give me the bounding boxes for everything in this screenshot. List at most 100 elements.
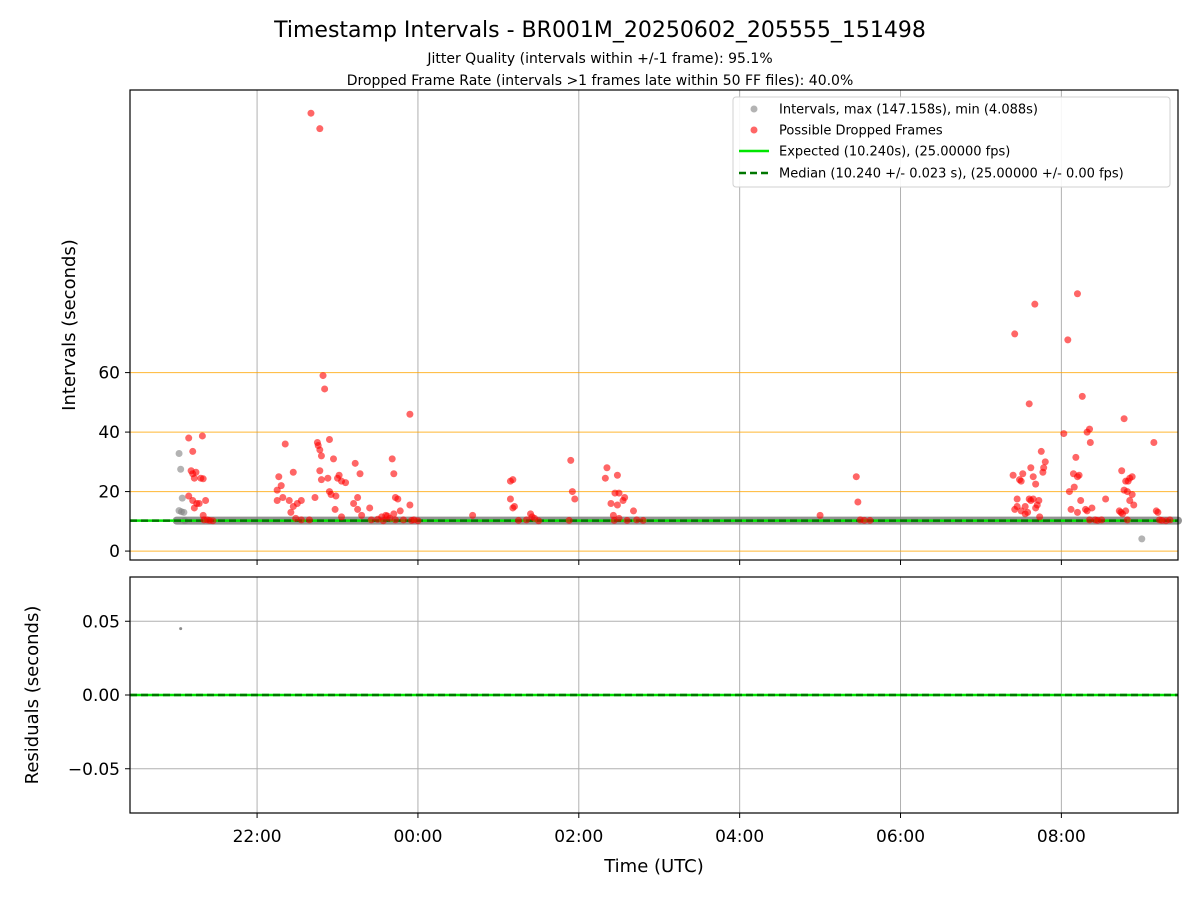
dropped-frame-point: [406, 501, 414, 509]
dropped-frame-point: [1029, 495, 1037, 503]
dropped-frame-point: [356, 470, 364, 478]
dropped-frame-point: [289, 468, 297, 476]
dropped-frame-point: [1064, 336, 1072, 344]
dropped-frame-point: [623, 516, 631, 524]
legend-box: [732, 96, 1171, 188]
dropped-frame-point: [275, 473, 283, 481]
dropped-frame-point: [1009, 471, 1017, 479]
dropped-frame-point: [317, 452, 325, 460]
x-axis-ticks: 22:00 00:00 02:00 04:00 06:00 08:00: [233, 560, 1086, 847]
dropped-frame-point: [1154, 508, 1162, 516]
dropped-frame-point: [305, 516, 313, 524]
dropped-frame-point: [190, 504, 198, 512]
interval-point: [175, 450, 183, 458]
dropped-frame-point: [358, 511, 366, 519]
dropped-frame-point: [273, 497, 281, 505]
dropped-frame-point: [603, 464, 611, 472]
dropped-frame-point: [281, 440, 289, 448]
dropped-frame-point: [379, 517, 387, 525]
dropped-frame-point: [1021, 502, 1029, 510]
dropped-frame-point: [394, 495, 402, 503]
dropped-frame-point: [1102, 495, 1110, 503]
residuals-y-ticks: 0.05 0.00 −0.05: [68, 612, 130, 780]
dropped-frame-point: [1123, 516, 1131, 524]
dropped-frame-point: [1120, 486, 1128, 494]
dropped-frame-point: [366, 504, 374, 512]
legend-marker-dropped: [750, 126, 758, 134]
dropped-frame-point: [202, 497, 210, 505]
x-tick-label: 08:00: [1037, 827, 1086, 847]
dropped-frame-point: [1150, 439, 1158, 446]
x-axis-label: Time (UTC): [603, 856, 704, 877]
dropped-frame-point: [325, 436, 333, 444]
intervals-y-axis-label: Intervals (seconds): [59, 239, 80, 411]
intervals-plot-frame: [129, 89, 1179, 561]
dropped-frame-point: [1017, 477, 1025, 485]
dropped-frame-point: [514, 516, 522, 524]
dropped-frame-point: [1070, 483, 1078, 491]
x-tick-label: 22:00: [233, 827, 282, 847]
dropped-frame-point: [613, 501, 621, 509]
dropped-frame-point: [1067, 505, 1075, 513]
dropped-frame-point: [1011, 330, 1019, 338]
legend-label-expected: Expected (10.240s), (25.00000 fps): [779, 145, 1010, 160]
dropped-frame-point: [1128, 491, 1136, 499]
dropped-frame-point: [1073, 508, 1081, 516]
dropped-frame-point: [523, 516, 531, 524]
dropped-frame-point: [383, 512, 391, 520]
residuals-panel: 0.05 0.00 −0.05 Residuals (seconds): [22, 576, 1179, 814]
dropped-frame-point: [1035, 497, 1043, 505]
dropped-frame-point: [319, 372, 327, 380]
dropped-frame-point: [601, 474, 609, 482]
dropped-frame-point: [509, 504, 517, 512]
dropped-frame-point: [354, 494, 362, 502]
dropped-frame-point: [324, 474, 332, 482]
dropped-frame-point: [195, 499, 203, 507]
dropped-frame-point: [1013, 495, 1021, 503]
interval-point: [177, 465, 185, 473]
dropped-frame-point: [351, 459, 359, 467]
dropped-frame-point: [1072, 453, 1080, 461]
dropped-frame-point: [1041, 458, 1049, 466]
dropped-frame-point: [316, 125, 324, 133]
dropped-frame-point: [816, 511, 824, 519]
dropped-frame-point: [1086, 516, 1094, 524]
y-tick-label: 20: [98, 483, 120, 503]
dropped-frame-points: [185, 109, 1174, 525]
dropped-frame-point: [396, 507, 404, 515]
y-tick-label: 40: [98, 423, 120, 443]
x-tick-label: 00:00: [393, 827, 442, 847]
dropped-frame-point: [1024, 508, 1032, 516]
dropped-frame-point: [1036, 513, 1044, 521]
dropped-frame-point: [414, 517, 422, 525]
dropped-frame-point: [185, 492, 193, 500]
dropped-frame-point: [571, 495, 579, 503]
intervals-y-ticks: 0 20 40 60: [98, 364, 130, 562]
dropped-frame-point: [1019, 470, 1027, 478]
dropped-frame-point: [321, 385, 329, 393]
dropped-frame-point: [287, 508, 295, 516]
y-tick-label: 0.00: [82, 686, 120, 706]
dropped-frame-point: [1037, 447, 1045, 455]
dropped-frame-point: [350, 499, 358, 507]
dropped-frame-point: [354, 505, 362, 513]
dropped-frame-point: [1027, 464, 1035, 472]
dropped-frame-point: [311, 494, 319, 502]
dropped-frame-point: [1128, 473, 1136, 481]
dropped-frame-point: [209, 517, 217, 525]
dropped-frame-point: [316, 446, 324, 454]
interval-point: [180, 508, 188, 516]
dropped-frame-point: [273, 486, 281, 494]
dropped-frame-point: [629, 507, 637, 515]
chart-subtitle-jitter: Jitter Quality (intervals within +/-1 fr…: [426, 51, 772, 67]
dropped-frame-point: [1077, 497, 1085, 505]
dropped-frame-point: [185, 434, 193, 442]
dropped-frame-point: [297, 516, 305, 524]
dropped-frame-point: [613, 471, 621, 479]
legend: Intervals, max (147.158s), min (4.088s) …: [732, 96, 1171, 188]
dropped-frame-point: [607, 499, 615, 507]
x-tick-label: 06:00: [876, 827, 925, 847]
residual-point: [179, 627, 183, 631]
dropped-frame-point: [390, 510, 398, 518]
